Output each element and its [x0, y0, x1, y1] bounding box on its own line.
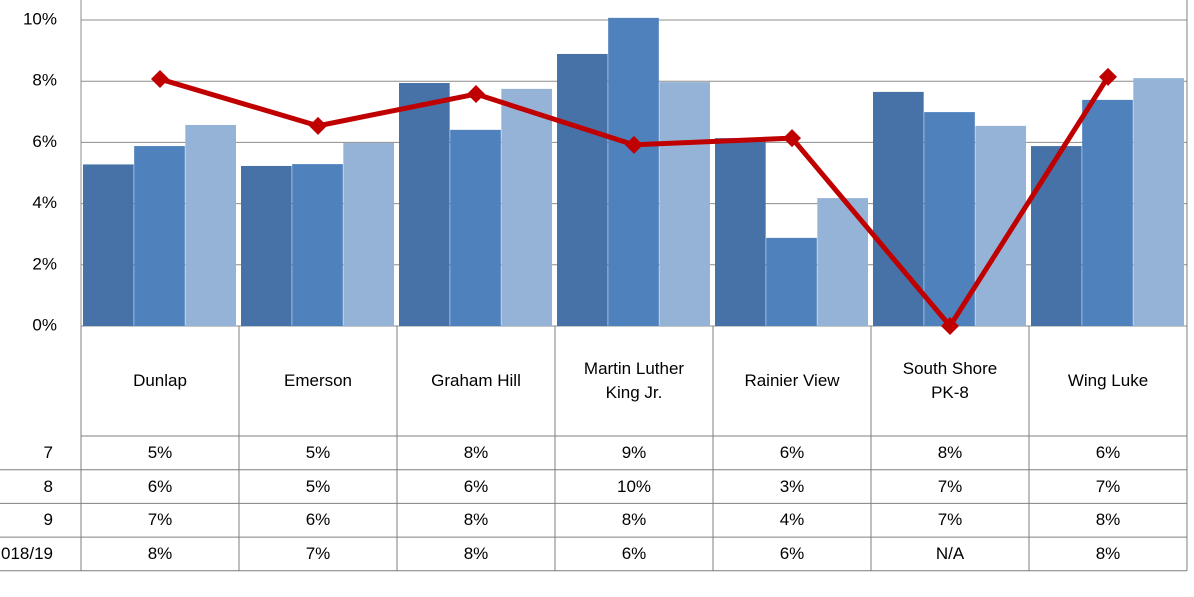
bar: [450, 129, 501, 326]
table-value: 5%: [305, 476, 331, 496]
table-value: 6%: [621, 543, 647, 563]
table-value: 8%: [147, 543, 173, 563]
bar: [873, 91, 924, 326]
y-tick-label: 2%: [32, 254, 57, 273]
line-marker: [309, 116, 327, 135]
bar: [83, 164, 134, 326]
bar: [659, 82, 710, 326]
bar: [715, 138, 766, 326]
table-value: 7%: [937, 510, 963, 530]
table-value: 7%: [1095, 476, 1121, 496]
table-value: 7%: [937, 476, 963, 496]
category-label: South Shore PK-8: [902, 359, 998, 402]
table-value: 6%: [1095, 442, 1121, 462]
series-name: 8: [43, 476, 53, 496]
table-value: N/A: [935, 543, 965, 563]
series-name: 018/19: [1, 543, 53, 563]
y-tick-label: 4%: [32, 193, 57, 212]
table-value: 7%: [305, 543, 331, 563]
table-value: 6%: [779, 442, 805, 462]
y-tick-label: 6%: [32, 132, 57, 151]
category-label: Martin Luther King Jr.: [583, 359, 685, 402]
table-value: 8%: [463, 543, 489, 563]
series-name: 7: [43, 442, 53, 462]
table-value: 6%: [779, 543, 805, 563]
line-marker: [151, 70, 169, 89]
table-value: 8%: [463, 510, 489, 530]
table-value: 4%: [779, 510, 805, 530]
table-value: 6%: [305, 510, 331, 530]
bar: [134, 146, 185, 326]
bar: [924, 112, 975, 326]
line-marker: [783, 129, 801, 148]
series-name: 9: [43, 510, 53, 530]
line-marker: [467, 85, 485, 104]
category-label: Rainier View: [744, 371, 840, 390]
bar: [1031, 146, 1082, 326]
table-value: 5%: [305, 442, 331, 462]
bar: [241, 165, 292, 326]
y-tick-label: 10%: [23, 9, 57, 28]
table-value: 6%: [147, 476, 173, 496]
bar: [557, 53, 608, 326]
table-value: 6%: [463, 476, 489, 496]
category-label: Graham Hill: [431, 371, 521, 390]
table-value: 8%: [1095, 510, 1121, 530]
bar: [766, 237, 817, 326]
bar: [1133, 78, 1184, 326]
bar: [399, 83, 450, 326]
category-label: Dunlap: [133, 371, 187, 390]
category-label: Emerson: [283, 371, 353, 390]
table-value: 9%: [621, 442, 647, 462]
table-value: 8%: [463, 442, 489, 462]
bar: [975, 125, 1026, 326]
table-value: 10%: [616, 476, 652, 496]
line-marker: [625, 135, 643, 154]
bar: [1082, 99, 1133, 326]
table-value: 8%: [1095, 543, 1121, 563]
table-value: 5%: [147, 442, 173, 462]
bar: [501, 88, 552, 326]
bar: [608, 17, 659, 326]
bar: [343, 143, 394, 326]
line-marker: [941, 317, 959, 335]
table-value: 3%: [779, 476, 805, 496]
table-value: 8%: [621, 510, 647, 530]
bar: [185, 124, 236, 326]
category-label: Wing Luke: [1067, 371, 1149, 390]
table-value: 7%: [147, 510, 173, 530]
y-tick-label: 8%: [32, 71, 57, 90]
line-marker: [1099, 67, 1117, 86]
table-value: 8%: [937, 442, 963, 462]
y-tick-label: 0%: [32, 315, 57, 334]
bar: [292, 164, 343, 326]
